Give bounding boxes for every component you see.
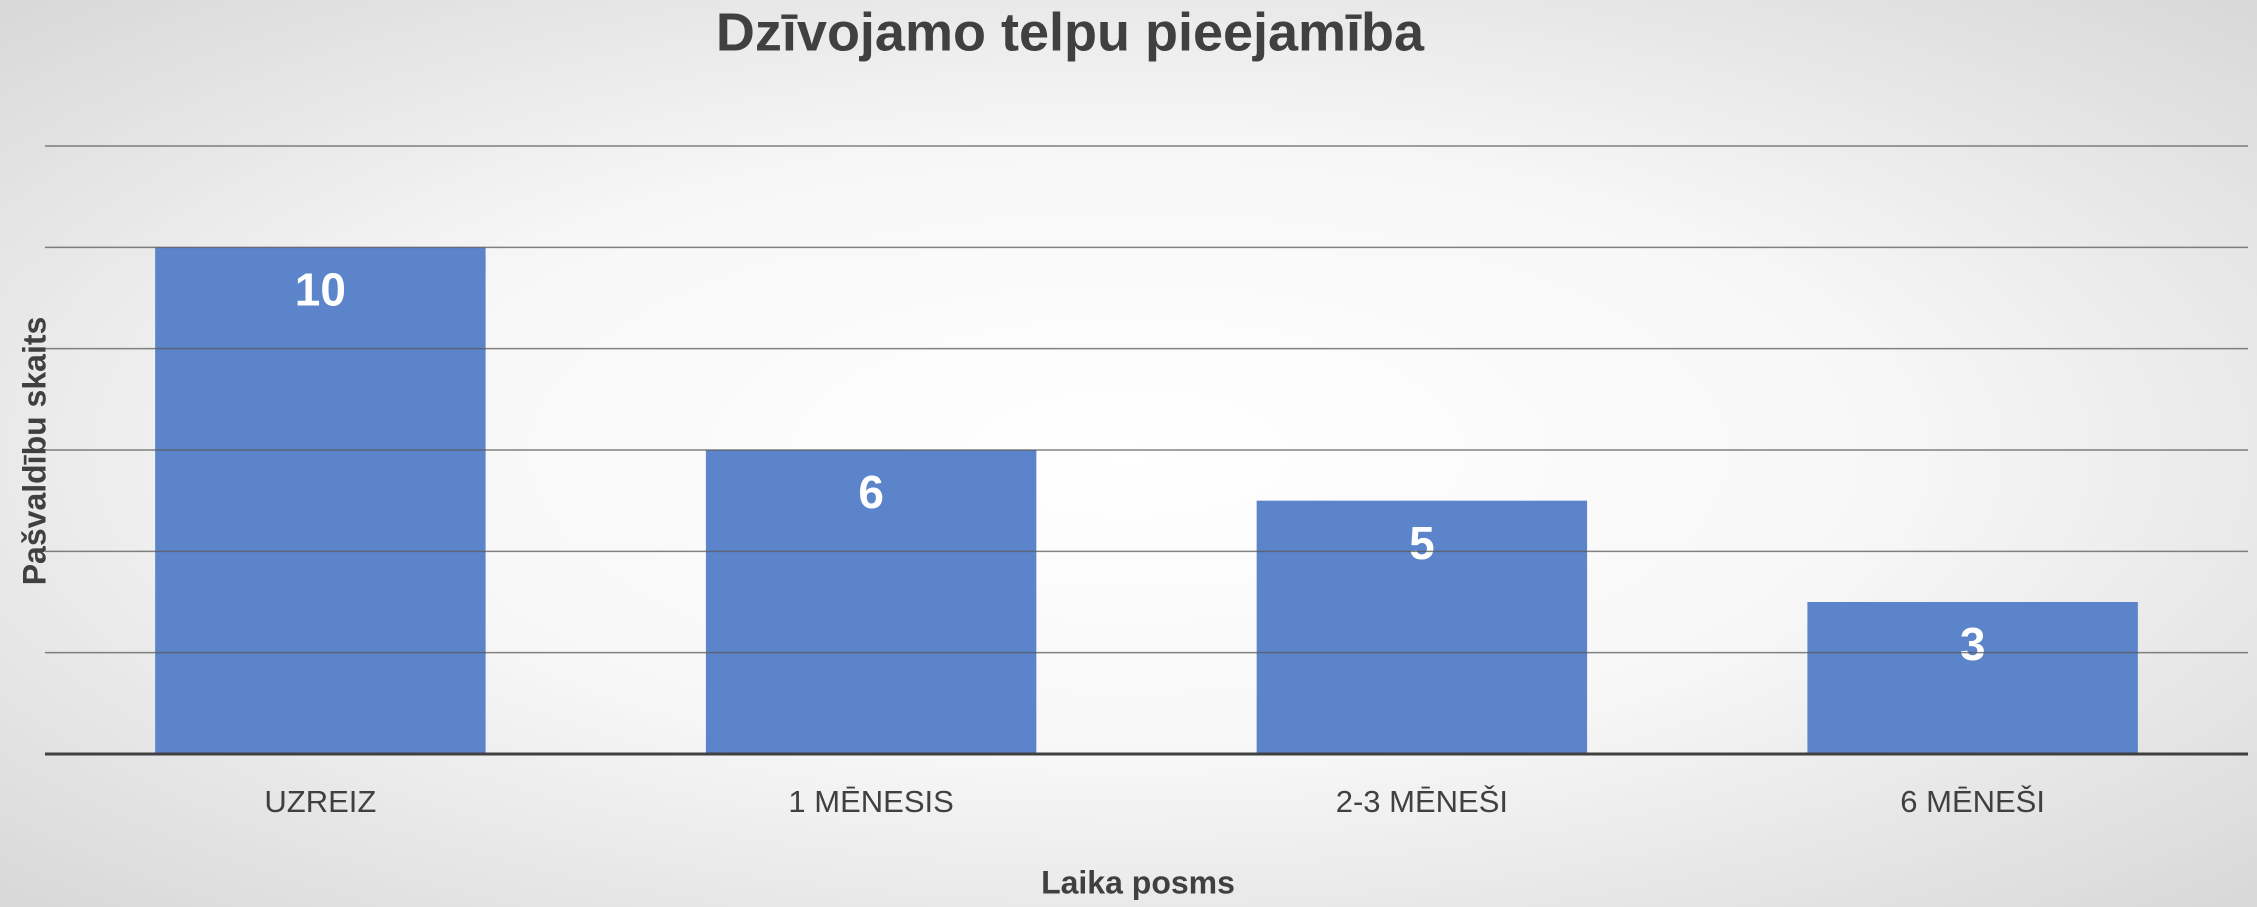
data-label: 3 bbox=[1960, 618, 1986, 670]
bar bbox=[1256, 500, 1588, 754]
x-tick-label: 2-3 MĒNEŠI bbox=[1336, 784, 1508, 819]
x-tick-label: 1 MĒNESIS bbox=[788, 784, 953, 819]
x-tick-label: UZREIZ bbox=[264, 784, 376, 819]
chart-title: Dzīvojamo telpu pieejamība bbox=[716, 2, 1425, 62]
bar bbox=[155, 247, 486, 755]
data-label: 5 bbox=[1409, 517, 1435, 569]
bar bbox=[1807, 602, 2138, 754]
data-label: 10 bbox=[295, 263, 346, 315]
bar bbox=[705, 450, 1037, 754]
x-tick-label: 6 MĒNEŠI bbox=[1900, 784, 2045, 819]
data-label: 6 bbox=[858, 466, 884, 518]
x-axis-title: Laika posms bbox=[1041, 864, 1235, 900]
y-axis-title: Pašvaldību skaits bbox=[16, 317, 52, 586]
